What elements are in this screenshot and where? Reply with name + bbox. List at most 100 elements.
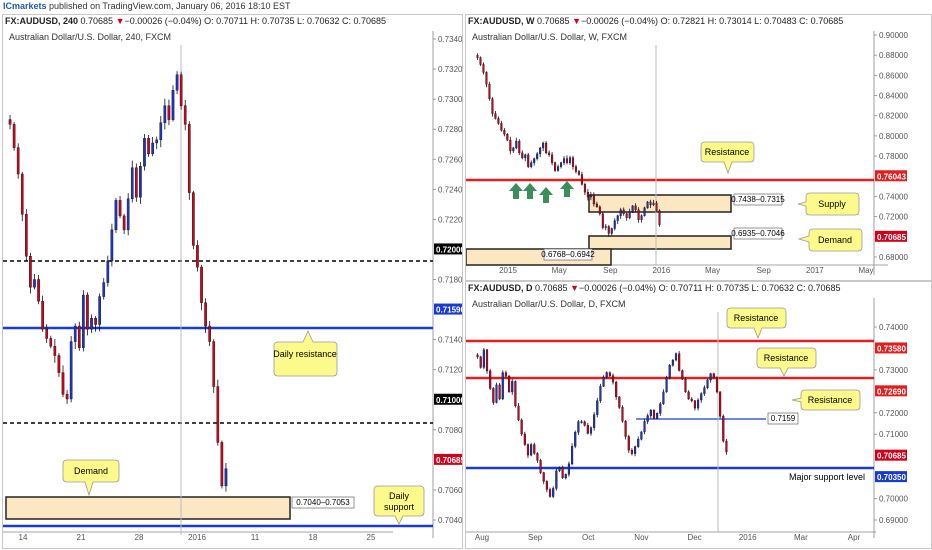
candle-body bbox=[12, 124, 16, 148]
candle-body bbox=[545, 142, 548, 154]
candle-body bbox=[574, 432, 577, 447]
candle-body bbox=[560, 162, 563, 167]
candle-body bbox=[557, 166, 560, 171]
chart-panel-daily[interactable]: FX:AUDUSD, D 0.70685 ▼−0.00026 (−0.04%) … bbox=[465, 281, 932, 549]
candle-body bbox=[151, 142, 154, 155]
candle-body bbox=[567, 463, 570, 475]
chart-canvas-weekly[interactable]: 0.90000 0.88000 0.86000 0.84000 0.82000 0.800… bbox=[466, 15, 931, 280]
candle-body bbox=[155, 139, 159, 144]
candle-body bbox=[187, 124, 191, 193]
callout-supply: Supply bbox=[797, 192, 860, 216]
candle-body bbox=[220, 442, 224, 487]
x-tick-label: 2016 bbox=[739, 533, 757, 542]
candle-body bbox=[595, 203, 598, 208]
candle-body bbox=[624, 420, 627, 437]
candle-body bbox=[524, 154, 527, 158]
x-tick-label: 21 bbox=[77, 533, 86, 542]
candle-body bbox=[179, 74, 183, 106]
candle-body bbox=[512, 147, 515, 152]
candle-body bbox=[196, 245, 199, 268]
down-arrow-icon: ▼ bbox=[570, 283, 579, 293]
y-tick-label: 0.72000 bbox=[879, 213, 908, 222]
x-tick-label: Sep bbox=[603, 266, 618, 275]
candle-body bbox=[715, 377, 719, 393]
candle-body bbox=[589, 427, 593, 434]
candle-body bbox=[583, 184, 586, 193]
candle-body bbox=[630, 449, 633, 454]
down-arrow-icon: ▼ bbox=[115, 16, 125, 26]
candle-body bbox=[580, 421, 583, 423]
x-tick-label: 28 bbox=[135, 533, 144, 542]
candle-body bbox=[192, 192, 195, 246]
candle-body bbox=[621, 407, 624, 422]
candle-body bbox=[536, 153, 539, 159]
candle-body bbox=[615, 381, 618, 398]
zone-label-text: 0.7040–0.7053 bbox=[296, 498, 350, 507]
candle-body bbox=[618, 396, 621, 408]
candle-body bbox=[640, 215, 643, 220]
candle-body bbox=[479, 57, 482, 65]
x-tick-label: 2016 bbox=[653, 266, 671, 275]
candle-body bbox=[725, 440, 728, 453]
candle-body bbox=[501, 372, 504, 400]
candle-body bbox=[65, 394, 69, 400]
chart-panel-weekly[interactable]: FX:AUDUSD, W 0.70685 ▼−0.00026 (−0.04%) … bbox=[465, 14, 932, 281]
candle-body bbox=[518, 140, 521, 154]
candle-body bbox=[114, 200, 118, 231]
candle-body bbox=[527, 154, 530, 167]
candle-body bbox=[659, 403, 662, 414]
candle-body bbox=[722, 415, 725, 442]
candle-body bbox=[545, 481, 548, 490]
candle-body bbox=[693, 400, 696, 409]
candle-body bbox=[488, 83, 491, 100]
candle-body bbox=[662, 391, 665, 405]
candle-body bbox=[619, 209, 622, 216]
chart-header: FX:AUDUSD, W 0.70685 ▼−0.00026 (−0.04%) … bbox=[468, 16, 843, 26]
x-tick-label: Aug bbox=[475, 533, 489, 542]
x-tick-label: May bbox=[858, 266, 873, 275]
candle-body bbox=[489, 370, 492, 389]
callout-resistance-2: Resistance bbox=[756, 347, 817, 377]
candle-body bbox=[500, 123, 503, 131]
candle-body bbox=[599, 386, 602, 401]
candle-body bbox=[610, 228, 613, 234]
chart-subtitle: Australian Dollar/U.S. Dollar, W, FXCM bbox=[472, 32, 628, 42]
candle-body bbox=[719, 391, 722, 417]
candle-body bbox=[491, 98, 494, 114]
zone-label: 0.7040–0.7053 bbox=[291, 496, 355, 509]
candle-body bbox=[565, 158, 569, 163]
candle-body bbox=[548, 152, 551, 156]
candle-body bbox=[558, 467, 561, 472]
candle-body bbox=[678, 353, 681, 371]
x-tick-label: 2015 bbox=[499, 266, 517, 275]
candle-body bbox=[703, 387, 706, 394]
candle-body bbox=[122, 215, 126, 231]
chart-panel-h4[interactable]: FX:AUDUSD, 240 0.70685 ▼−0.00026 (−0.04%… bbox=[2, 14, 463, 549]
candle-body bbox=[175, 74, 179, 91]
candle-body bbox=[494, 113, 497, 119]
candle-body bbox=[637, 439, 640, 447]
candle-body bbox=[604, 226, 607, 228]
chart-canvas-daily[interactable]: 0.74000 0.73580 0.73000 0.72690 0.72000 0.710… bbox=[466, 282, 931, 548]
candle-body bbox=[82, 294, 85, 348]
candle-body bbox=[563, 158, 566, 163]
candle-body bbox=[646, 415, 649, 422]
candle-body bbox=[8, 119, 12, 125]
y-tick-label: 0.80000 bbox=[879, 132, 908, 141]
x-tick-label: Dec bbox=[687, 533, 701, 542]
brand-logo[interactable]: ICmarkets bbox=[3, 1, 47, 11]
candle-body bbox=[492, 388, 495, 403]
candle-body bbox=[574, 166, 577, 172]
candle-body bbox=[212, 341, 216, 387]
callout-text: Demand bbox=[818, 235, 852, 245]
candle-body bbox=[551, 154, 554, 163]
candle-body bbox=[697, 399, 700, 409]
